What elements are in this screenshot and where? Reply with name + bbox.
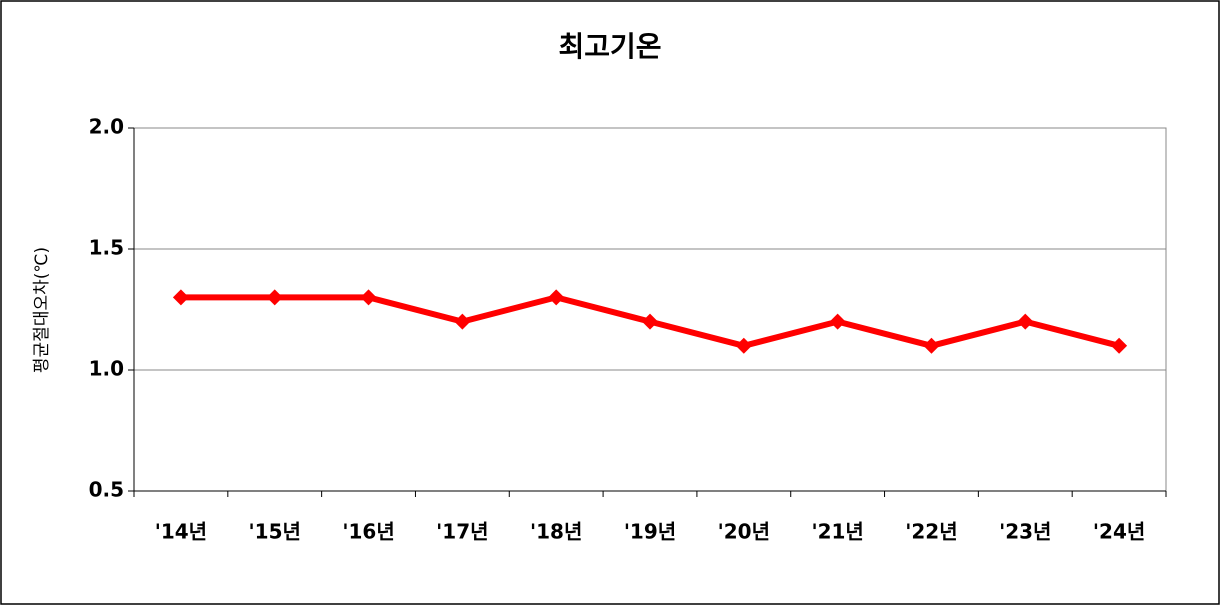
y-tick-label: 0.5 <box>89 478 124 502</box>
y-tick-label: 2.0 <box>89 115 124 139</box>
marker <box>454 313 471 330</box>
x-tick-label: '19년 <box>624 520 676 544</box>
y-axis-label: 평균절대오차(℃) <box>32 247 52 373</box>
marker <box>735 337 752 354</box>
marker <box>642 313 658 330</box>
chart-title: 최고기온 <box>558 30 661 63</box>
x-tick-label: '18년 <box>530 520 582 544</box>
marker <box>1017 313 1034 330</box>
x-tick-label: '16년 <box>342 520 394 544</box>
x-tick-label: '15년 <box>249 520 301 544</box>
y-tick-label: 1.5 <box>89 236 124 260</box>
marker <box>923 337 940 354</box>
marker <box>1111 337 1128 354</box>
x-tick-label: '24년 <box>1093 520 1145 544</box>
x-tick-label: '21년 <box>811 520 863 544</box>
x-tick-label: '23년 <box>999 520 1051 544</box>
marker <box>548 289 565 306</box>
x-tick-label: '14년 <box>155 520 207 544</box>
x-tick-label: '22년 <box>905 520 957 544</box>
marker <box>172 289 189 306</box>
x-tick-label: '17년 <box>436 520 488 544</box>
x-tick-label: '20년 <box>718 520 770 544</box>
marker <box>829 313 846 330</box>
marker <box>360 289 377 306</box>
y-tick-label: 1.0 <box>89 357 124 381</box>
marker <box>266 289 283 306</box>
